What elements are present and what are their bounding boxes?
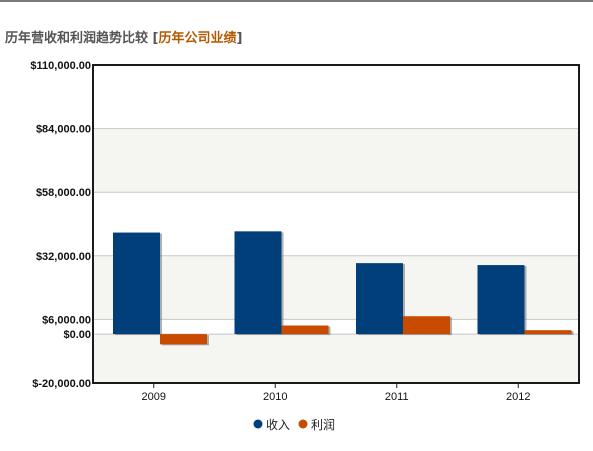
top-rule <box>0 0 593 2</box>
bar-profit <box>524 330 572 335</box>
y-tick-label: $0.00 <box>63 329 91 341</box>
y-tick-label: $-20,000.00 <box>32 378 91 390</box>
y-tick-label: $58,000.00 <box>36 187 91 199</box>
history-performance-link[interactable]: 历年公司业绩 <box>158 31 237 46</box>
chart-header: 历年营收和利润趋势比较 [历年公司业绩] <box>5 27 242 46</box>
y-tick-label: $84,000.00 <box>36 124 91 136</box>
legend-marker <box>253 419 263 429</box>
x-tick-label: 2010 <box>263 391 287 403</box>
y-tick-label: $6,000.00 <box>42 314 91 326</box>
y-tick-label: $110,000.00 <box>30 60 91 72</box>
bar-profit <box>281 325 329 335</box>
bar-profit <box>403 316 450 335</box>
y-tick-label: $32,000.00 <box>36 251 91 263</box>
header-bracket-close: ] <box>236 31 243 46</box>
header-bracket-open: [ <box>152 31 159 46</box>
bar-revenue <box>113 232 160 335</box>
plot-frame <box>92 64 580 384</box>
bar-revenue <box>477 265 525 335</box>
bar-revenue <box>356 263 403 335</box>
legend-label: 收入 <box>266 418 290 432</box>
header-title: 历年营收和利润趋势比较 <box>5 31 149 46</box>
bar-profit <box>160 334 207 345</box>
bar-revenue <box>234 231 282 335</box>
legend-marker <box>298 419 308 429</box>
x-tick-label: 2011 <box>385 391 409 403</box>
legend-label: 利润 <box>311 418 335 432</box>
x-tick-label: 2009 <box>142 391 166 403</box>
plot-band <box>93 128 579 193</box>
x-tick-label: 2012 <box>506 391 530 403</box>
